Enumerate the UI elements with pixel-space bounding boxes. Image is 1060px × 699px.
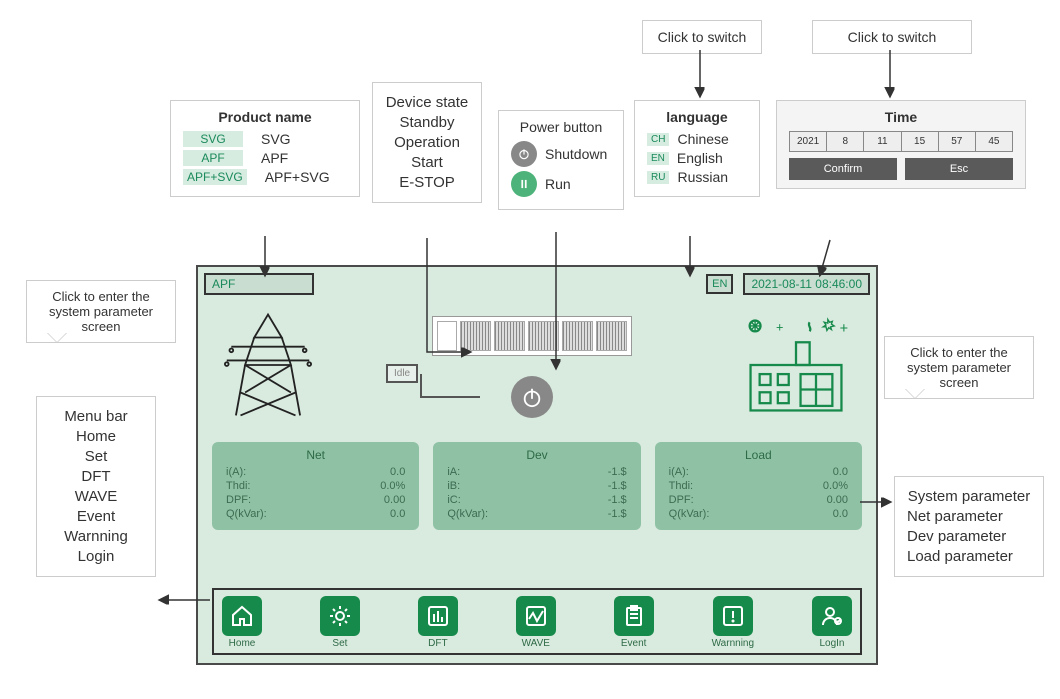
menu-home[interactable]: Home <box>222 596 262 649</box>
device-screen: APF EN 2021-08-11 08:46:00 <box>196 265 878 665</box>
lang-tag[interactable]: EN <box>706 274 733 294</box>
state-indicator: Idle <box>386 364 418 383</box>
svg-text:+: + <box>776 319 783 334</box>
system-param-callout: System parameter Net parameter Dev param… <box>894 476 1044 577</box>
wave-icon <box>516 596 556 636</box>
power-button[interactable] <box>511 376 553 418</box>
time-callout: Time 2021 8 11 15 57 45 Confirm Esc <box>776 100 1026 189</box>
product-tag[interactable]: APF <box>204 273 314 295</box>
enter-param-note-right: Click to enter the system parameter scre… <box>884 336 1034 399</box>
dev-card[interactable]: Dev iA:-1.$ iB:-1.$ iC:-1.$ Q(kVar):-1.$ <box>433 442 640 530</box>
power-run-icon <box>511 171 537 197</box>
net-card[interactable]: Net i(A):0.0 Thdi:0.0% DPF:0.00 Q(kVar):… <box>212 442 419 530</box>
device-module: Idle <box>422 316 642 418</box>
power-button-callout: Power button Shutdown Run <box>498 110 624 210</box>
gear-icon <box>320 596 360 636</box>
rack-icon <box>432 316 632 356</box>
time-title: Time <box>789 109 1013 125</box>
alert-icon <box>713 596 753 636</box>
clipboard-icon <box>614 596 654 636</box>
svg-text:+: + <box>840 321 849 337</box>
power-off-icon <box>511 141 537 167</box>
time-esc-button[interactable]: Esc <box>905 158 1013 180</box>
menu-wave[interactable]: WAVE <box>516 596 556 649</box>
menu-dft[interactable]: DFT <box>418 596 458 649</box>
data-cards: Net i(A):0.0 Thdi:0.0% DPF:0.00 Q(kVar):… <box>212 442 862 530</box>
menu-login[interactable]: LogIn <box>812 596 852 649</box>
language-callout: language CHChinese ENEnglish RURussian <box>634 100 760 197</box>
time-grid: 2021 8 11 15 57 45 <box>789 131 1013 152</box>
menu-event[interactable]: Event <box>614 596 654 649</box>
tower-icon <box>218 310 328 425</box>
time-confirm-button[interactable]: Confirm <box>789 158 897 180</box>
power-button-title: Power button <box>511 119 611 135</box>
factory-icon: + + <box>736 315 856 420</box>
device-state-title: Device state <box>385 94 469 111</box>
menu-set[interactable]: Set <box>320 596 360 649</box>
menu-bar-callout: Menu bar Home Set DFT WAVE Event Warnnin… <box>36 396 156 577</box>
menu-warning[interactable]: Warnning <box>712 596 754 649</box>
user-icon <box>812 596 852 636</box>
language-title: language <box>647 109 747 125</box>
product-name-callout: Product name SVGSVG APFAPF APF+SVGAPF+SV… <box>170 100 360 197</box>
home-icon <box>222 596 262 636</box>
bars-icon <box>418 596 458 636</box>
load-card[interactable]: Load i(A):0.0 Thdi:0.0% DPF:0.00 Q(kVar)… <box>655 442 862 530</box>
device-state-callout: Device state Standby Operation Start E-S… <box>372 82 482 203</box>
bottom-menu: Home Set DFT WAVE Event Warnning LogIn <box>212 588 862 655</box>
timestamp-display[interactable]: 2021-08-11 08:46:00 <box>743 273 870 295</box>
click-switch-lang-note: Click to switch <box>642 20 762 54</box>
click-switch-time-note: Click to switch <box>812 20 972 54</box>
enter-param-note-left: Click to enter the system parameter scre… <box>26 280 176 343</box>
product-name-title: Product name <box>183 109 347 125</box>
